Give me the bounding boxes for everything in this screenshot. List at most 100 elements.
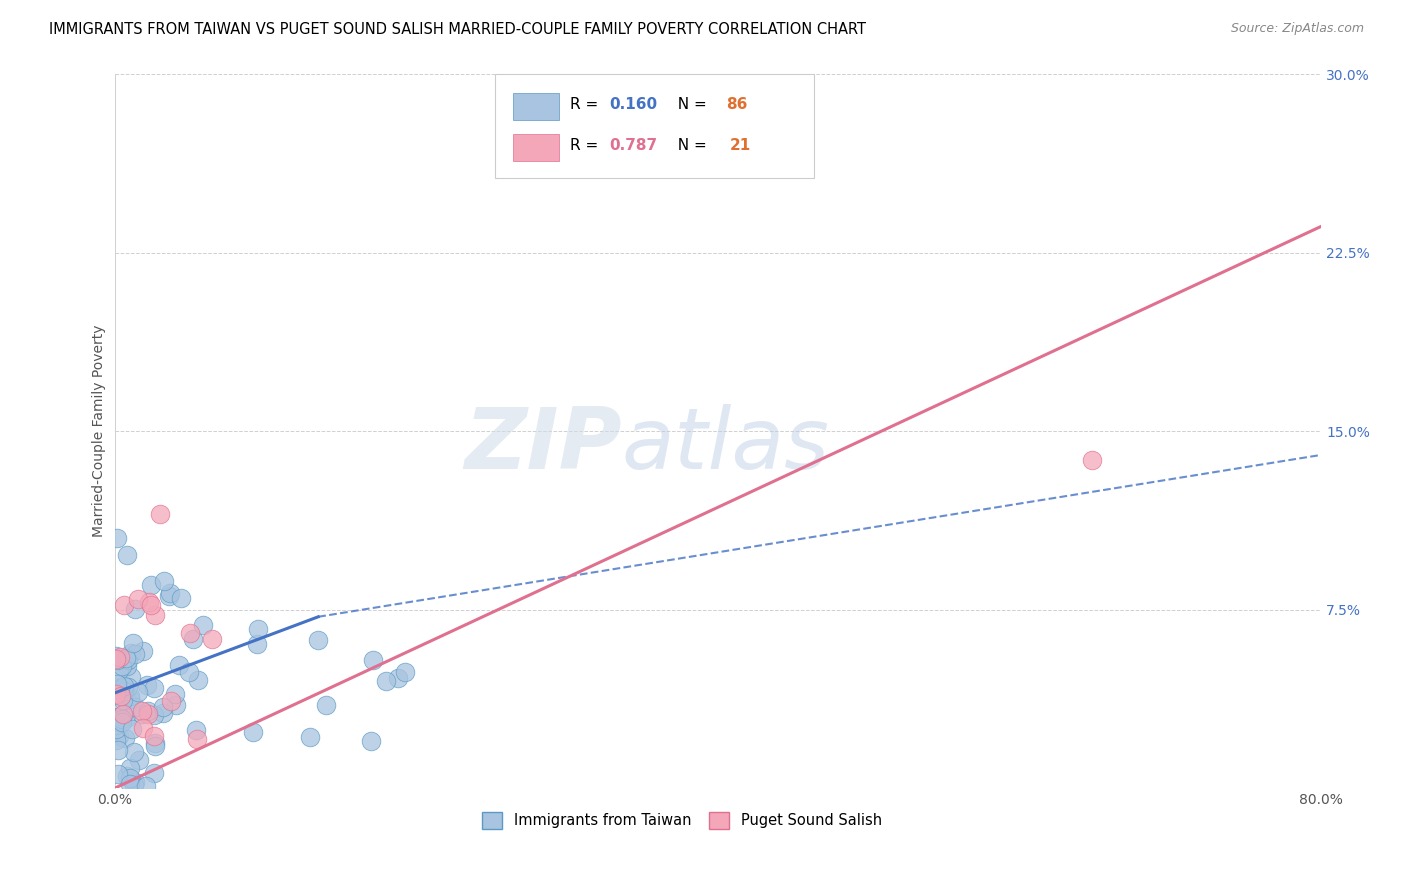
Point [152,706,174,720]
Point [124,700,146,714]
Point [242,724,264,739]
Text: 21: 21 [730,138,751,153]
Point [117,680,139,694]
Point [132,644,155,658]
Point [107,743,129,757]
Point [111,712,134,726]
Point [105,718,128,732]
Text: R =: R = [569,138,603,153]
Point [111,706,134,721]
Point [105,652,128,666]
Point [111,707,134,722]
Point [110,689,132,703]
Point [181,632,204,646]
Text: N =: N = [668,138,711,153]
Text: 0.787: 0.787 [609,138,658,153]
Point [120,689,142,703]
Legend: Immigrants from Taiwan, Puget Sound Salish: Immigrants from Taiwan, Puget Sound Sali… [475,806,887,834]
Point [307,632,329,647]
Point [105,733,128,747]
Point [114,711,136,725]
Point [170,591,193,606]
Point [135,678,157,692]
Point [108,682,131,697]
Point [143,707,166,722]
Point [131,704,153,718]
FancyBboxPatch shape [513,134,558,161]
Point [118,777,141,791]
Point [117,653,139,667]
Point [107,531,129,545]
Point [157,589,180,603]
Text: R =: R = [569,97,603,112]
Point [160,693,183,707]
Text: 0.160: 0.160 [609,97,658,112]
Point [112,598,135,612]
Point [165,698,187,712]
Text: Source: ZipAtlas.com: Source: ZipAtlas.com [1230,22,1364,36]
Point [124,775,146,789]
Point [111,714,134,729]
Point [105,688,128,702]
Point [141,598,163,612]
Text: N =: N = [668,97,711,112]
Point [138,704,160,718]
Point [138,595,160,609]
Point [122,778,145,792]
Point [115,769,138,783]
Point [121,636,143,650]
Point [120,646,142,660]
Text: 86: 86 [727,97,748,112]
Point [142,681,165,696]
Point [167,657,190,672]
Point [360,733,382,747]
Point [117,659,139,673]
Point [124,602,146,616]
Point [136,706,159,721]
Point [105,648,128,663]
Point [143,739,166,753]
Text: ZIP: ZIP [464,404,621,487]
Point [315,698,337,712]
Point [122,745,145,759]
Point [117,548,139,562]
Point [111,658,134,673]
Point [108,649,131,664]
Y-axis label: Married-Couple Family Poverty: Married-Couple Family Poverty [93,325,107,537]
Point [112,683,135,698]
Point [142,765,165,780]
Point [120,691,142,706]
Point [163,687,186,701]
Point [298,730,321,744]
Point [177,665,200,679]
Point [108,663,131,677]
Point [112,693,135,707]
Point [1081,452,1104,467]
Point [115,651,138,665]
Point [152,700,174,714]
Point [105,681,128,696]
Point [143,607,166,622]
Point [246,637,269,651]
Point [201,632,224,646]
Point [127,591,149,606]
Point [105,687,128,701]
Point [132,721,155,735]
Point [186,731,208,746]
Point [143,736,166,750]
Point [120,669,142,683]
Point [638,138,661,153]
Point [112,679,135,693]
Point [191,618,214,632]
Point [142,729,165,743]
Point [105,677,128,691]
Point [153,574,176,589]
Point [375,674,398,689]
FancyBboxPatch shape [495,74,814,178]
Point [105,651,128,665]
Point [105,722,128,736]
Point [247,622,270,636]
Point [149,508,172,522]
Point [187,673,209,687]
Point [114,731,136,745]
